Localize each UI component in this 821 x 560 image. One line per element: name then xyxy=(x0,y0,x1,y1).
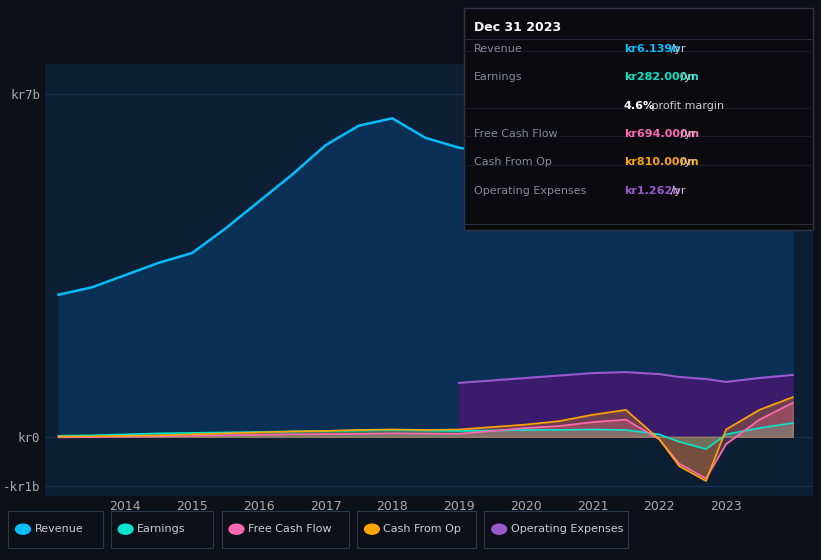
Text: /yr: /yr xyxy=(667,186,686,196)
Text: Cash From Op: Cash From Op xyxy=(474,157,552,167)
Text: kr6.139b: kr6.139b xyxy=(624,44,680,54)
Text: Revenue: Revenue xyxy=(34,524,83,534)
Text: Free Cash Flow: Free Cash Flow xyxy=(248,524,332,534)
Text: 4.6%: 4.6% xyxy=(624,101,655,110)
Text: Earnings: Earnings xyxy=(137,524,186,534)
Text: Revenue: Revenue xyxy=(474,44,522,54)
Text: kr694.000m: kr694.000m xyxy=(624,129,699,139)
Text: /yr: /yr xyxy=(677,129,696,139)
Text: /yr: /yr xyxy=(677,157,696,167)
Text: kr810.000m: kr810.000m xyxy=(624,157,699,167)
Text: Cash From Op: Cash From Op xyxy=(383,524,461,534)
Text: Dec 31 2023: Dec 31 2023 xyxy=(474,21,561,34)
Text: Operating Expenses: Operating Expenses xyxy=(474,186,586,196)
Text: Free Cash Flow: Free Cash Flow xyxy=(474,129,557,139)
Text: Earnings: Earnings xyxy=(474,72,522,82)
Text: Operating Expenses: Operating Expenses xyxy=(511,524,623,534)
Text: profit margin: profit margin xyxy=(648,101,724,110)
Text: kr282.000m: kr282.000m xyxy=(624,72,699,82)
Text: kr1.262b: kr1.262b xyxy=(624,186,680,196)
Text: /yr: /yr xyxy=(667,44,686,54)
Text: /yr: /yr xyxy=(677,72,696,82)
